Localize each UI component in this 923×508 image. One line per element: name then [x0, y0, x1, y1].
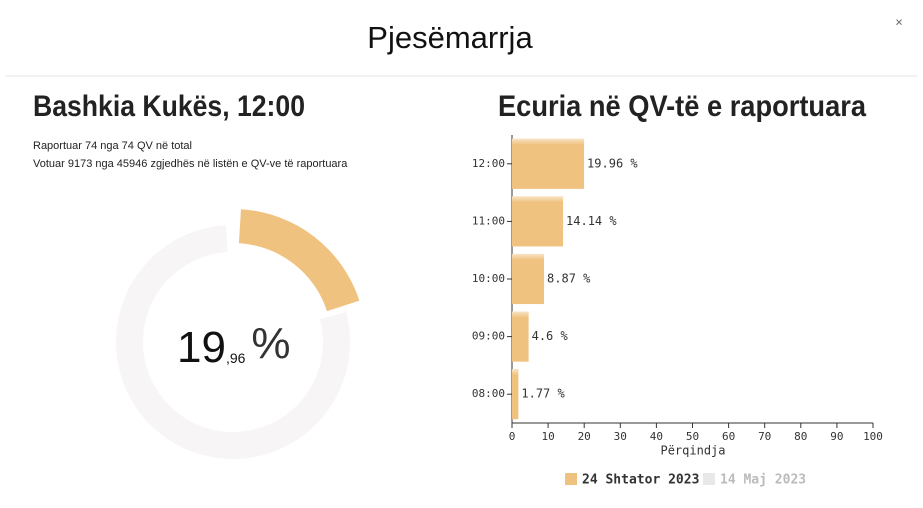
close-button[interactable]: ×	[895, 14, 903, 29]
x-tick-label: 60	[722, 430, 735, 443]
chart-title: Ecuria në QV-të e raportuara	[498, 90, 866, 123]
summary-line: Raportuar 74 nga 74 QV në total	[33, 140, 192, 152]
bar-label: 8.87 %	[547, 272, 591, 286]
x-tick-label: 70	[758, 430, 771, 443]
bar-shine	[512, 369, 519, 420]
x-tick-label: 90	[830, 430, 843, 443]
donut-unit: %	[251, 319, 290, 368]
donut-integer: 19	[177, 323, 226, 372]
bar-shine	[512, 138, 585, 189]
y-tick-label: 11:00	[472, 214, 505, 227]
y-tick-label: 10:00	[472, 272, 505, 285]
legend-label[interactable]: 14 Maj 2023	[720, 473, 806, 488]
legend-swatch	[703, 473, 715, 485]
x-tick-label: 40	[650, 430, 663, 443]
legend-swatch	[565, 473, 577, 485]
bar-shine	[512, 196, 564, 247]
x-tick-label: 10	[541, 430, 554, 443]
x-tick-label: 50	[686, 430, 699, 443]
x-tick-label: 100	[863, 430, 883, 443]
bar-label: 4.6 %	[532, 329, 569, 343]
legend-label[interactable]: 24 Shtator 2023	[582, 473, 699, 488]
donut-arc	[238, 209, 360, 312]
summary-line: Votuar 9173 nga 45946 zgjedhës në listën…	[33, 158, 348, 170]
summary-title: Bashkia Kukës, 12:00	[33, 90, 305, 123]
bar-label: 14.14 %	[566, 214, 617, 228]
bar-shine	[512, 253, 545, 305]
x-tick-label: 80	[794, 430, 807, 443]
y-tick-label: 09:00	[472, 330, 505, 343]
x-tick-label: 0	[509, 430, 516, 443]
x-axis-label: Përqindja	[660, 444, 725, 458]
y-tick-label: 12:00	[472, 157, 505, 170]
donut-label: 19,96%	[177, 319, 291, 372]
x-tick-label: 30	[614, 430, 627, 443]
bar-shine	[512, 311, 529, 362]
y-tick-label: 08:00	[472, 387, 505, 400]
bar-label: 1.77 %	[521, 387, 565, 401]
x-tick-label: 20	[578, 430, 591, 443]
donut-decimal: ,96	[226, 350, 246, 366]
bar-label: 19.96 %	[587, 156, 638, 170]
modal-title: Pjesëmarrja	[367, 20, 533, 55]
